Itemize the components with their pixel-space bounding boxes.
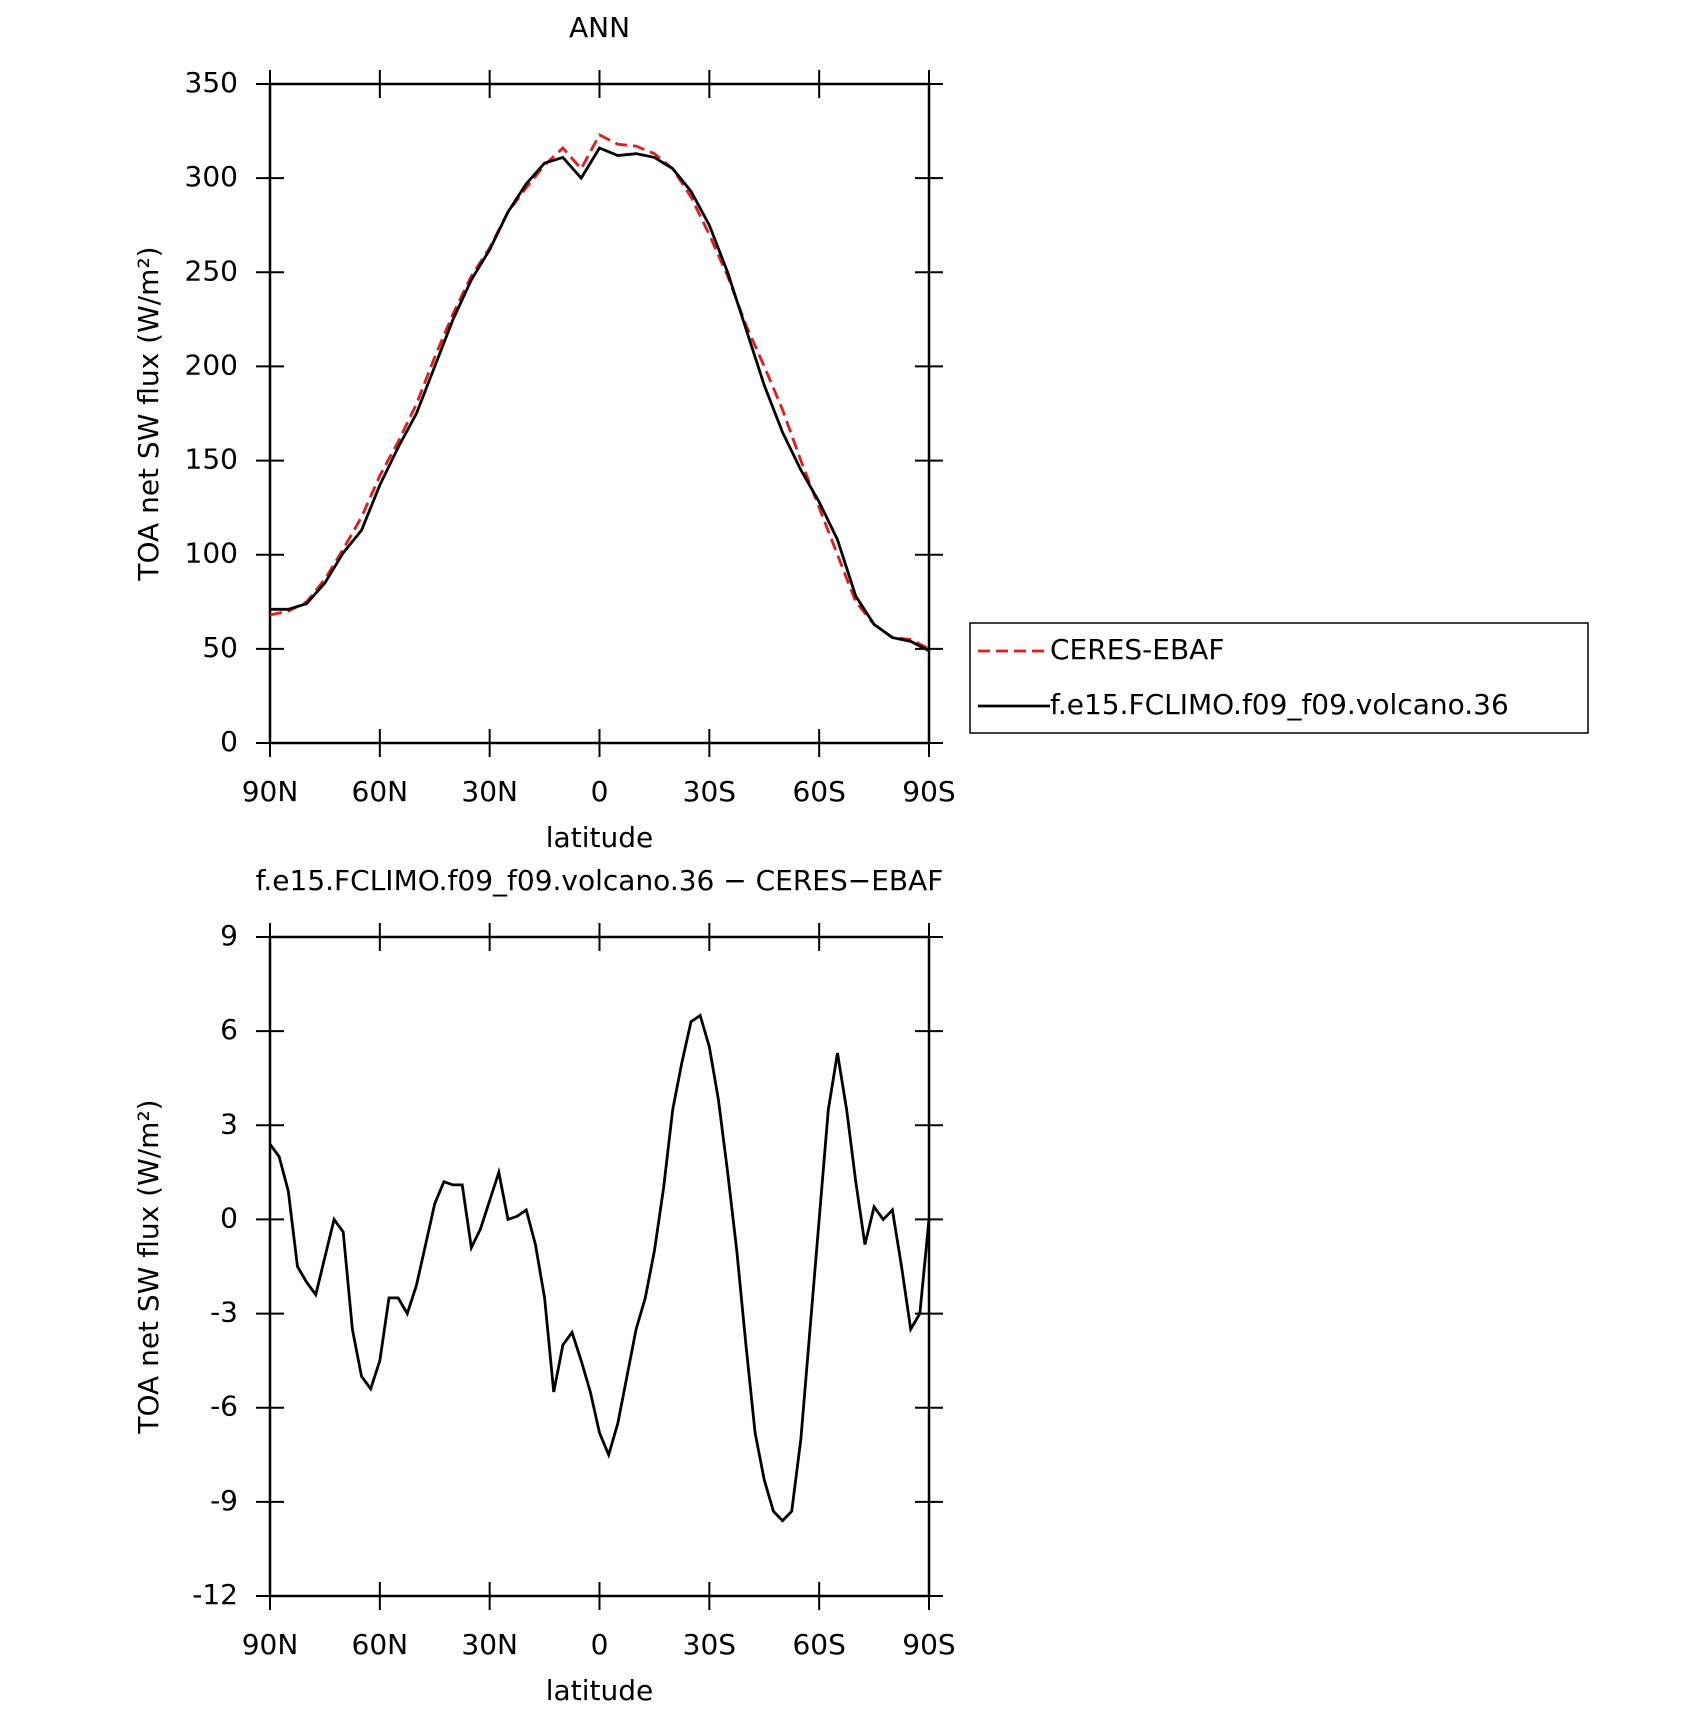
x-tick-label: 30S <box>683 1628 736 1661</box>
x-tick-label: 60N <box>352 1628 409 1661</box>
legend-label: f.e15.FCLIMO.f09_f09.volcano.36 <box>1050 688 1509 721</box>
x-tick-label: 60N <box>352 775 409 808</box>
y-tick-label: 100 <box>185 537 238 570</box>
x-tick-label: 60S <box>792 1628 845 1661</box>
x-axis-label: latitude <box>546 1674 653 1707</box>
x-tick-label: 90N <box>242 775 299 808</box>
y-axis-label: TOA net SW flux (W/m²) <box>132 1099 165 1434</box>
x-tick-label: 0 <box>591 1628 609 1661</box>
y-tick-label: 0 <box>220 725 238 758</box>
y-tick-label: 350 <box>185 66 238 99</box>
y-tick-label: 250 <box>185 254 238 287</box>
chart-title: f.e15.FCLIMO.f09_f09.volcano.36 − CERES−… <box>256 864 944 897</box>
y-tick-label: -6 <box>210 1390 238 1423</box>
x-tick-label: 30N <box>461 775 518 808</box>
x-tick-label: 0 <box>591 775 609 808</box>
x-axis-label: latitude <box>546 821 653 854</box>
data-line <box>268 1013 931 1523</box>
x-tick-label: 30S <box>683 775 736 808</box>
y-tick-label: 200 <box>185 348 238 381</box>
plot-frame <box>268 82 931 745</box>
y-tick-label: 50 <box>202 631 238 664</box>
x-tick-label: 90N <box>242 1628 299 1661</box>
legend-label: CERES-EBAF <box>1050 633 1224 666</box>
y-tick-label: 300 <box>185 160 238 193</box>
x-tick-label: 90S <box>902 775 955 808</box>
y-tick-label: -3 <box>210 1296 238 1329</box>
y-tick-label: -9 <box>210 1484 238 1517</box>
chart-title: ANN <box>569 11 630 44</box>
data-line <box>270 146 930 652</box>
x-tick-label: 30N <box>461 1628 518 1661</box>
y-axis-label: TOA net SW flux (W/m²) <box>132 246 165 581</box>
y-tick-label: 0 <box>220 1201 238 1234</box>
legend-box <box>969 622 1589 734</box>
x-tick-label: 90S <box>902 1628 955 1661</box>
y-tick-label: 9 <box>220 919 238 952</box>
y-tick-label: 3 <box>220 1107 238 1140</box>
data-line <box>269 132 930 651</box>
y-tick-label: -12 <box>192 1578 238 1611</box>
y-tick-label: 150 <box>185 443 238 476</box>
plot-frame <box>268 935 931 1598</box>
y-tick-label: 6 <box>220 1013 238 1046</box>
x-tick-label: 60S <box>792 775 845 808</box>
